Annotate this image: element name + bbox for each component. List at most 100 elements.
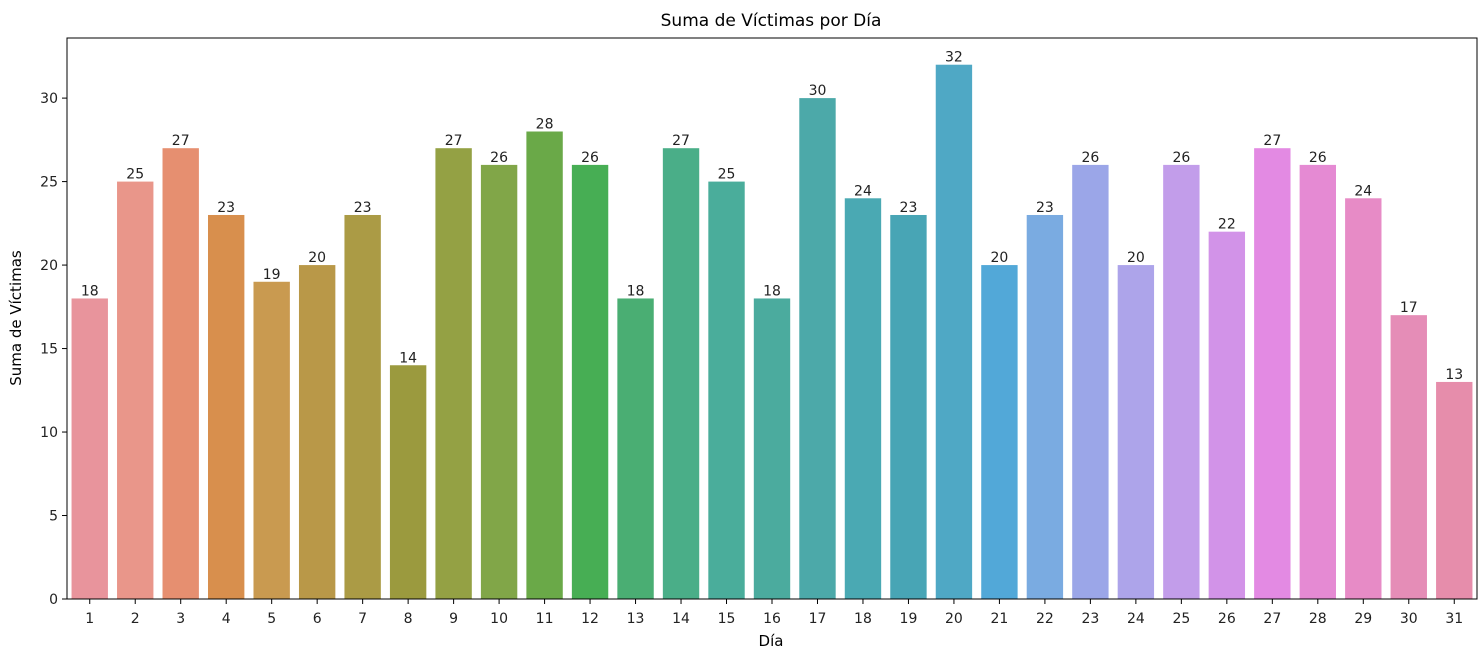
data-label-23: 26: [1081, 150, 1099, 166]
x-tick-label-11: 11: [536, 611, 554, 627]
data-label-27: 27: [1263, 133, 1281, 149]
x-tick-label-8: 8: [404, 611, 413, 627]
data-label-30: 17: [1400, 300, 1418, 316]
data-label-5: 19: [263, 267, 281, 283]
x-tick-label-12: 12: [581, 611, 599, 627]
x-tick-label-30: 30: [1400, 611, 1418, 627]
x-tick-label-22: 22: [1036, 611, 1054, 627]
bar-19: [890, 214, 927, 599]
data-label-10: 26: [490, 150, 508, 166]
x-tick-label-31: 31: [1445, 611, 1463, 627]
x-tick-label-27: 27: [1263, 611, 1281, 627]
x-tick-label-13: 13: [627, 611, 645, 627]
x-tick-label-7: 7: [358, 611, 367, 627]
bar-3: [162, 148, 199, 600]
x-tick-label-6: 6: [313, 611, 322, 627]
bar-23: [1072, 164, 1109, 599]
bar-12: [571, 164, 609, 599]
bar-25: [1163, 164, 1200, 599]
bar-24: [1117, 265, 1155, 599]
x-tick-label-25: 25: [1172, 611, 1190, 627]
data-label-1: 18: [81, 283, 99, 299]
x-tick-label-21: 21: [991, 611, 1009, 627]
y-axis-title: Suma de Víctimas: [7, 250, 25, 386]
x-tick-label-28: 28: [1309, 611, 1327, 627]
y-tick-label-10: 10: [40, 425, 58, 441]
data-label-18: 24: [854, 183, 872, 199]
data-label-15: 25: [718, 167, 736, 183]
bar-5: [253, 281, 290, 599]
x-axis-title: Día: [759, 632, 784, 650]
chart-title: Suma de Víctimas por Día: [661, 11, 882, 31]
bar-16: [753, 298, 791, 599]
bar-28: [1299, 164, 1336, 599]
bar-31: [1436, 381, 1473, 599]
data-label-7: 23: [354, 200, 372, 216]
data-label-29: 24: [1354, 183, 1372, 199]
y-axis: 0 5 10 15 20 25 30: [40, 91, 67, 608]
x-tick-label-9: 9: [449, 611, 458, 627]
x-tick-label-15: 15: [718, 611, 736, 627]
x-tick-label-19: 19: [900, 611, 918, 627]
data-label-22: 23: [1036, 200, 1054, 216]
x-tick-label-3: 3: [176, 611, 185, 627]
bar-4: [208, 214, 245, 599]
data-label-6: 20: [308, 250, 326, 266]
data-label-2: 25: [126, 167, 144, 183]
x-tick-label-23: 23: [1081, 611, 1099, 627]
x-tick-label-16: 16: [763, 611, 781, 627]
bar-27: [1254, 148, 1291, 600]
y-tick-label-30: 30: [40, 91, 58, 107]
x-tick-label-5: 5: [267, 611, 276, 627]
bar-11: [526, 131, 563, 599]
x-tick-label-14: 14: [672, 611, 690, 627]
data-label-13: 18: [627, 283, 645, 299]
data-label-14: 27: [672, 133, 690, 149]
bar-26: [1208, 231, 1246, 599]
data-label-21: 20: [991, 250, 1009, 266]
bar-7: [344, 214, 381, 599]
data-label-25: 26: [1172, 150, 1190, 166]
x-tick-label-17: 17: [809, 611, 827, 627]
bar-6: [298, 265, 336, 599]
x-tick-label-4: 4: [222, 611, 231, 627]
data-label-17: 30: [809, 83, 827, 99]
data-label-9: 27: [445, 133, 463, 149]
bar-8: [389, 365, 427, 599]
data-label-16: 18: [763, 283, 781, 299]
data-label-12: 26: [581, 150, 599, 166]
bar-13: [617, 298, 654, 599]
bar-15: [708, 181, 745, 599]
x-tick-label-10: 10: [490, 611, 508, 627]
bar-22: [1026, 214, 1064, 599]
bar-21: [981, 265, 1018, 599]
y-tick-label-20: 20: [40, 258, 58, 274]
data-label-31: 13: [1445, 367, 1463, 383]
data-label-4: 23: [217, 200, 235, 216]
x-tick-label-18: 18: [854, 611, 872, 627]
x-tick-label-24: 24: [1127, 611, 1145, 627]
bar-1: [71, 298, 108, 599]
bar-29: [1345, 198, 1382, 600]
x-axis: 1 2 3 4 5 6 7 8 9 10 11 12 13 14 15 16 17 18 19 20 21 22 23 24 2…: [85, 599, 1463, 627]
x-tick-label-26: 26: [1218, 611, 1236, 627]
data-label-11: 28: [536, 117, 554, 133]
y-tick-label-15: 15: [40, 342, 58, 358]
data-label-3: 27: [172, 133, 190, 149]
y-tick-label-0: 0: [49, 592, 58, 608]
data-label-24: 20: [1127, 250, 1145, 266]
bar-18: [844, 198, 882, 600]
y-tick-label-5: 5: [49, 509, 58, 525]
x-tick-label-1: 1: [85, 611, 94, 627]
bars-group: [71, 64, 1473, 600]
x-tick-label-2: 2: [131, 611, 140, 627]
x-tick-label-20: 20: [945, 611, 963, 627]
data-labels-group: 18 25 27 23 19 20 23 14 27 26 28 26 18 27 25 18 30 24 23 32…: [81, 50, 1463, 383]
bar-20: [935, 64, 973, 599]
data-label-26: 22: [1218, 217, 1236, 233]
bar-17: [799, 98, 836, 599]
data-label-20: 32: [945, 50, 963, 66]
x-tick-label-29: 29: [1354, 611, 1372, 627]
data-label-19: 23: [900, 200, 918, 216]
